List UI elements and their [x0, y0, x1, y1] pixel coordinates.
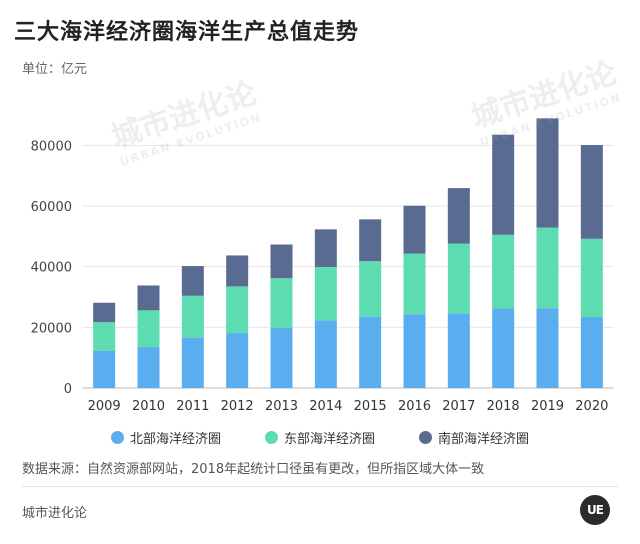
bar-2019-series-0: [536, 308, 559, 388]
bar-2018-series-2: [492, 134, 515, 235]
bar-2018-series-1: [492, 234, 515, 309]
bar-2011-series-2: [181, 266, 204, 296]
y-tick-label-60000: 60000: [31, 200, 72, 215]
bar-2011-series-1: [181, 295, 204, 338]
bar-2016-series-1: [403, 253, 426, 315]
bar-2009-series-2: [93, 302, 116, 323]
bar-2016-series-0: [403, 314, 426, 388]
x-tick-label-2010: 2010: [132, 399, 165, 414]
legend-dot-east: [264, 431, 278, 444]
x-tick-label-2020: 2020: [575, 399, 608, 414]
legend-item-north: 北部海洋经济圈: [110, 428, 221, 447]
legend: 北部海洋经济圈 东部海洋经济圈 南部海洋经济圈: [0, 428, 640, 447]
unit-label: 单位：亿元: [22, 62, 88, 77]
legend-item-east: 东部海洋经济圈: [264, 428, 375, 447]
bar-2015-series-2: [359, 219, 382, 262]
bar-2020-series-2: [580, 145, 603, 239]
legend-label-north: 北部海洋经济圈: [129, 432, 221, 447]
x-tick-label-2011: 2011: [176, 399, 209, 414]
bar-2015-series-1: [359, 261, 382, 317]
bar-2010-series-1: [137, 310, 160, 348]
x-tick-label-2015: 2015: [354, 399, 387, 414]
bar-2013-series-1: [270, 278, 293, 328]
y-tick-label-80000: 80000: [31, 139, 72, 154]
bar-2009-series-0: [93, 350, 116, 388]
bar-2010-series-2: [137, 285, 160, 311]
bar-2013-series-0: [270, 327, 293, 388]
legend-item-south: 南部海洋经济圈: [419, 428, 529, 447]
footer-divider: [22, 486, 618, 487]
bar-2014-series-0: [314, 320, 337, 388]
legend-dot-south: [419, 431, 432, 444]
bar-2012-series-0: [226, 333, 249, 388]
y-tick-label-40000: 40000: [31, 261, 72, 276]
bar-2020-series-0: [580, 317, 603, 388]
bar-2017-series-1: [447, 243, 470, 314]
bar-2013-series-2: [270, 244, 293, 279]
bar-2018-series-0: [492, 308, 515, 388]
legend-dot-north: [110, 431, 124, 444]
brand-logo: UE: [580, 495, 610, 525]
legend-label-south: 南部海洋经济圈: [438, 432, 530, 447]
bar-2019-series-1: [536, 227, 559, 309]
bar-2015-series-0: [359, 316, 382, 388]
stacked-bar-chart: 0 20000 40000 60000 80000 2009 2010 2011 2012 201…: [31, 118, 614, 414]
bar-2011-series-0: [181, 337, 204, 388]
y-tick-label-0: 0: [64, 382, 72, 397]
x-tick-label-2016: 2016: [398, 399, 431, 414]
data-source-note: 数据来源：自然资源部网站，2018年起统计口径虽有更改，但所指区域大体一致: [22, 462, 485, 477]
bar-2014-series-2: [314, 229, 337, 267]
brand-name: 城市进化论: [22, 506, 88, 521]
bar-2012-series-2: [226, 255, 249, 287]
x-tick-label-2012: 2012: [221, 399, 254, 414]
bar-2016-series-2: [403, 205, 426, 254]
bar-2012-series-1: [226, 286, 249, 334]
x-tick-label-2018: 2018: [487, 399, 520, 414]
bar-2017-series-0: [447, 313, 470, 388]
bar-2010-series-0: [137, 347, 160, 388]
x-tick-label-2014: 2014: [309, 399, 342, 414]
y-tick-label-20000: 20000: [31, 321, 72, 336]
x-tick-label-2019: 2019: [531, 399, 564, 414]
bar-2014-series-1: [314, 266, 337, 321]
bar-2017-series-2: [447, 188, 470, 244]
x-tick-label-2013: 2013: [265, 399, 298, 414]
bar-2009-series-1: [93, 322, 116, 351]
bar-2020-series-1: [580, 238, 603, 318]
chart-title: 三大海洋经济圈海洋生产总值走势: [14, 20, 360, 45]
bar-2019-series-2: [536, 118, 559, 228]
legend-label-east: 东部海洋经济圈: [283, 432, 375, 447]
x-tick-label-2017: 2017: [442, 399, 475, 414]
x-tick-label-2009: 2009: [88, 399, 121, 414]
